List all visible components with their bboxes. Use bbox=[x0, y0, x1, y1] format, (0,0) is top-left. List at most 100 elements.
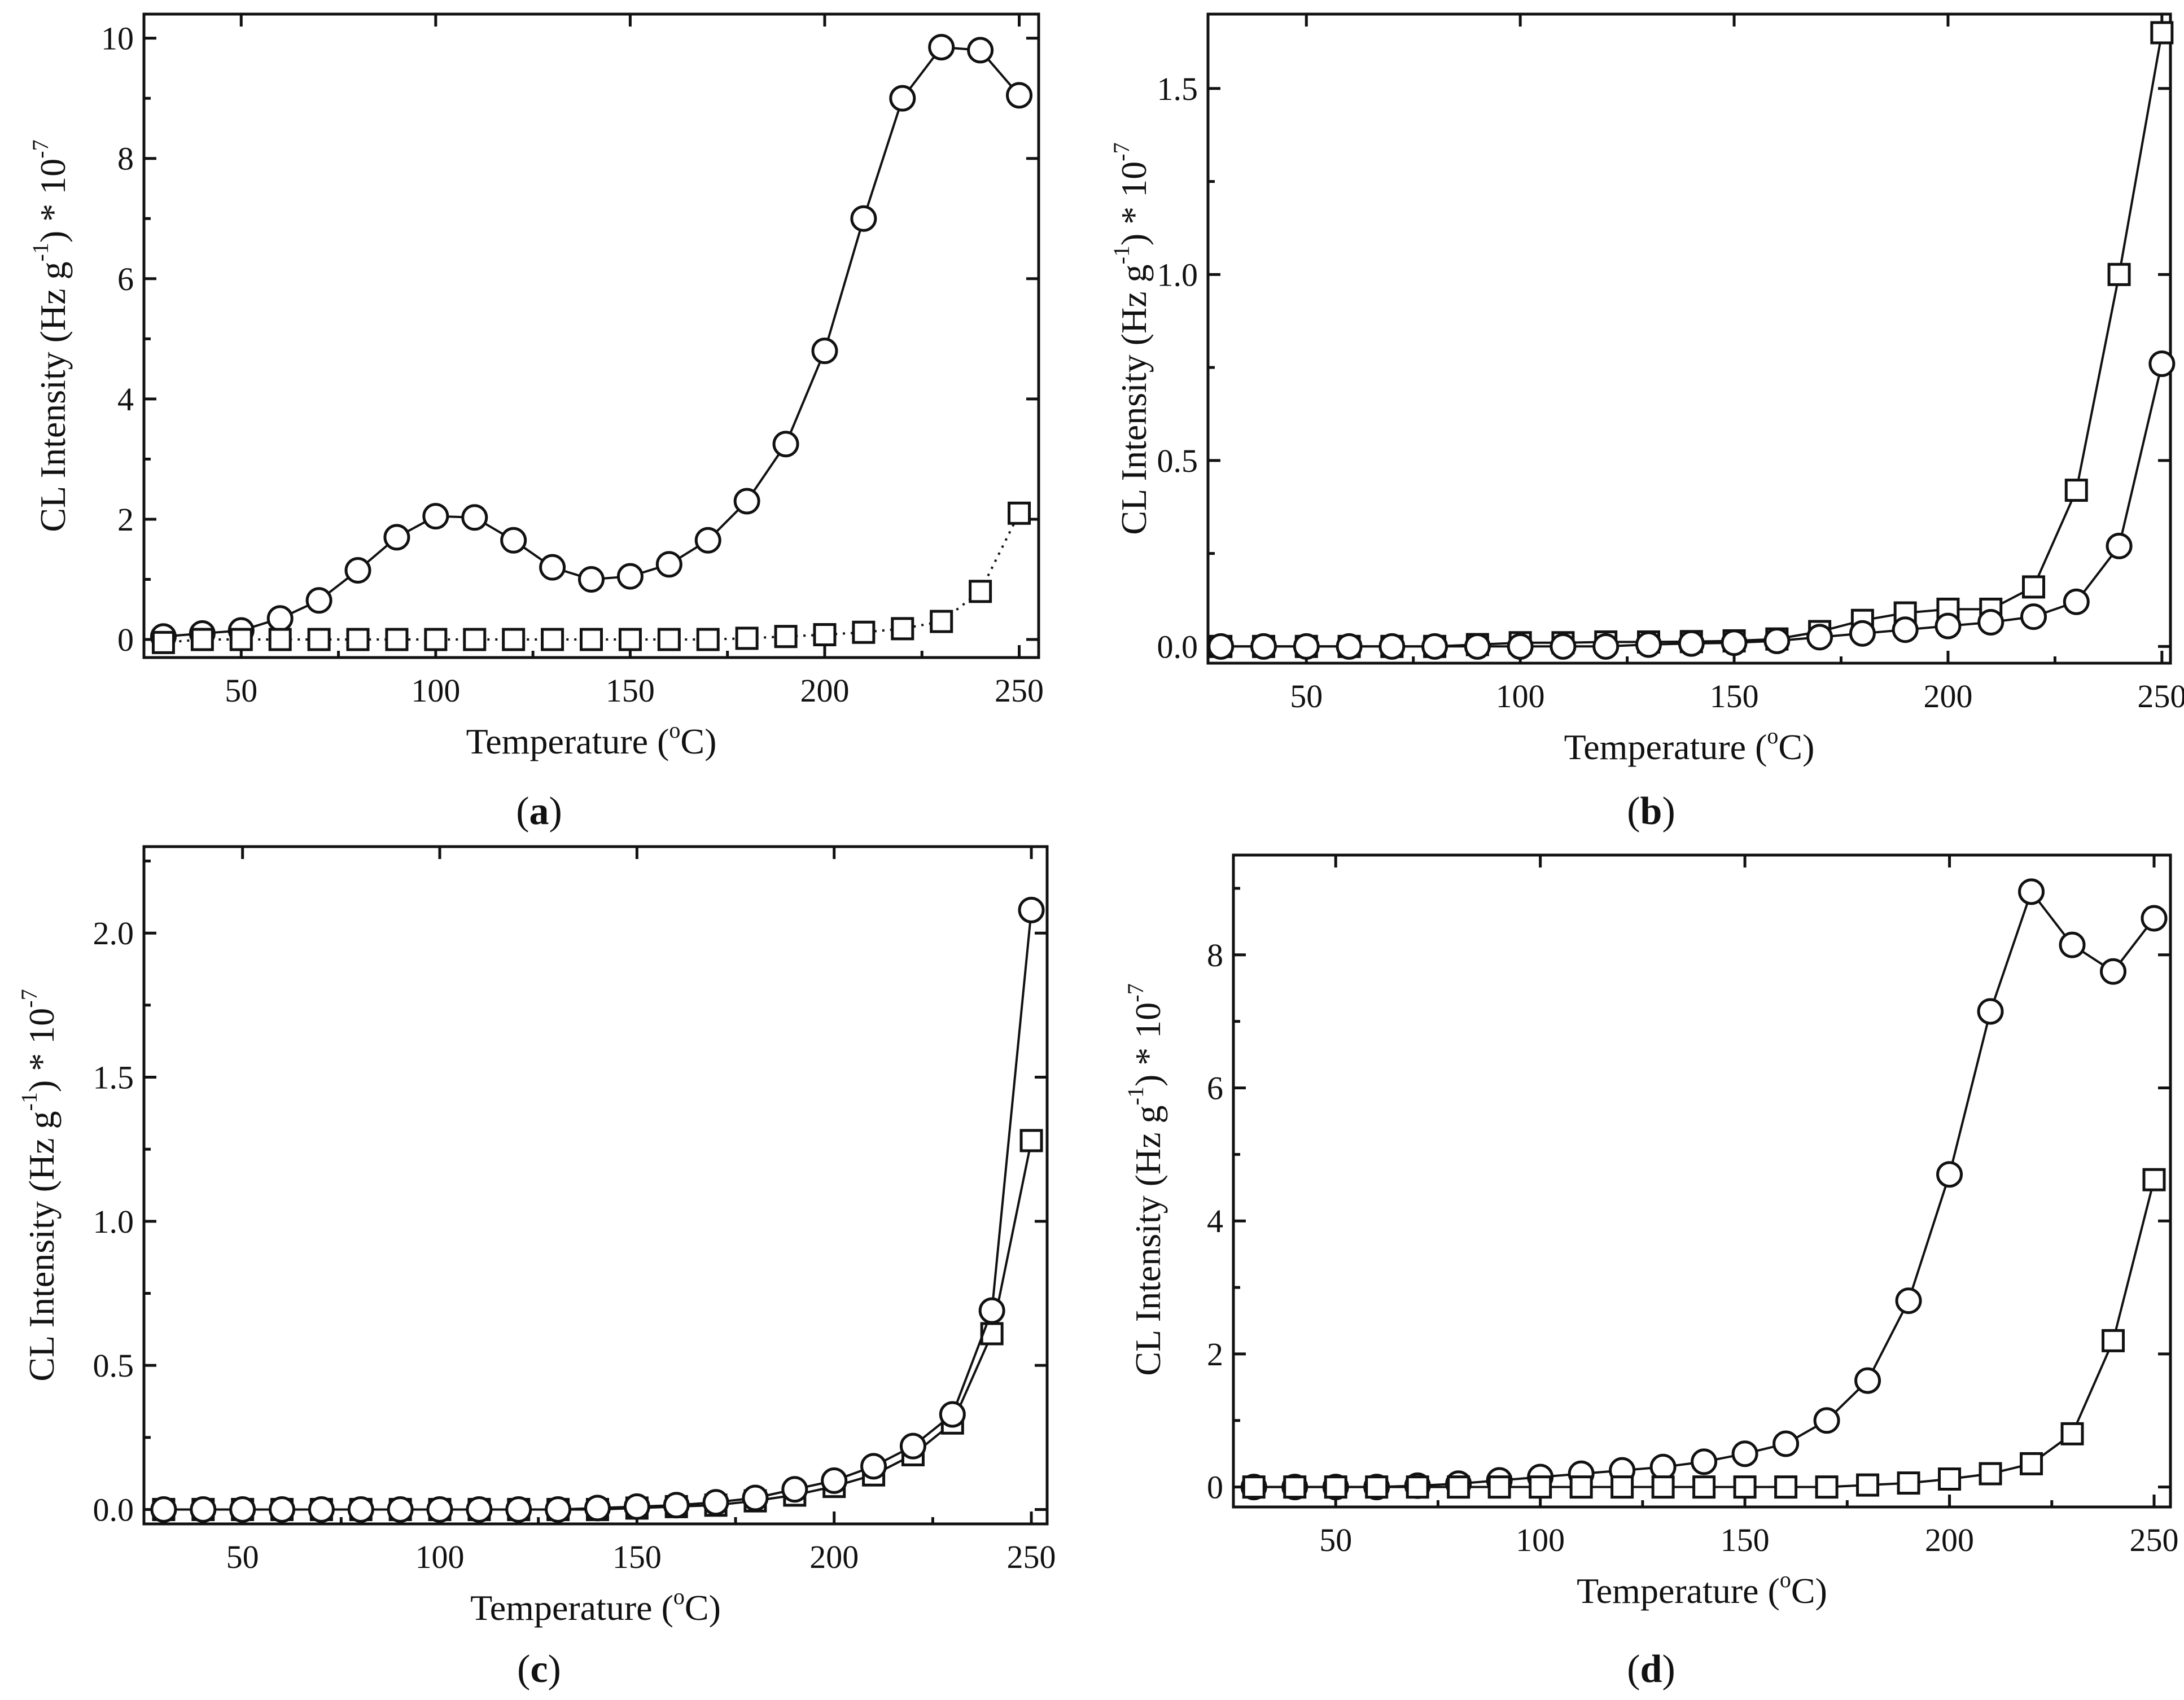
data-point-circle bbox=[229, 1496, 256, 1523]
x-axis-title-main: Temperature ( bbox=[470, 1588, 673, 1628]
x-tick-label: 100 bbox=[415, 1539, 465, 1575]
y-tick-label: 1.0 bbox=[93, 1203, 134, 1240]
x-tick-label: 200 bbox=[1925, 1522, 1974, 1558]
x-axis-title-sup: o bbox=[1780, 1567, 1791, 1592]
x-axis-title-tail: C) bbox=[1791, 1571, 1827, 1611]
data-point-circle bbox=[1592, 633, 1620, 660]
x-tick-label: 100 bbox=[1516, 1522, 1565, 1558]
data-point-circle bbox=[899, 1432, 926, 1460]
y-tick-label: 0 bbox=[1207, 1469, 1223, 1506]
plot-frame bbox=[1232, 853, 2172, 1509]
data-point-circle bbox=[426, 1496, 453, 1523]
plot-frame bbox=[142, 845, 1049, 1526]
data-point-circle bbox=[1772, 1430, 1800, 1457]
data-point-square bbox=[541, 628, 564, 651]
series-line-squares bbox=[1254, 1179, 2155, 1488]
data-point-circle bbox=[344, 557, 371, 584]
data-point-circle bbox=[2020, 603, 2047, 630]
series-line-squares bbox=[163, 1140, 1033, 1511]
data-point-square bbox=[1610, 1475, 1634, 1499]
data-point-square bbox=[385, 628, 409, 651]
data-point-circle bbox=[422, 503, 449, 530]
x-tick-label: 200 bbox=[1923, 678, 1972, 715]
data-point-circle bbox=[383, 524, 410, 551]
y-axis-title-sup2: -7 bbox=[1123, 983, 1148, 1002]
x-tick-label: 150 bbox=[606, 672, 655, 709]
data-point-circle bbox=[2059, 931, 2086, 958]
panel-label-c: (c) bbox=[517, 1648, 561, 1691]
data-point-square bbox=[580, 628, 603, 651]
chart-c: 50 100 150 200 250 0.0 0.5 1.0 1.5 2.0 Temperature… bbox=[16, 845, 1056, 1628]
data-point-square bbox=[1008, 501, 1031, 525]
data-point-square bbox=[1569, 1475, 1593, 1499]
chart-b: 50 100 150 200 250 0.0 0.5 1.0 1.5 Temperature (o… bbox=[1109, 12, 2184, 767]
y-axis-title-main: CL Intensity (Hz g bbox=[1128, 1105, 1168, 1375]
y-axis-title-main: CL Intensity (Hz g bbox=[33, 261, 73, 532]
data-point-circle bbox=[781, 1476, 808, 1503]
y-tick-label: 10 bbox=[101, 20, 134, 57]
data-point-square bbox=[657, 628, 681, 651]
data-point-square bbox=[1019, 1129, 1043, 1153]
data-point-circle bbox=[623, 1493, 650, 1520]
data-point-circle bbox=[308, 1496, 335, 1523]
plot-frame bbox=[142, 12, 1040, 659]
data-point-circle bbox=[1507, 633, 1534, 660]
x-axis-title: Temperature (oC) bbox=[470, 1584, 721, 1628]
data-point-circle bbox=[1977, 609, 2004, 636]
x-axis-title-tail: C) bbox=[1778, 727, 1814, 767]
y-axis-title: CL Intensity (Hz g-1) * 10-7 bbox=[16, 989, 62, 1381]
y-axis-title-sup2: -7 bbox=[1109, 142, 1134, 161]
y-tick-label: 1.5 bbox=[1157, 71, 1198, 107]
data-point-square bbox=[1283, 1475, 1307, 1499]
data-point-square bbox=[1938, 1467, 1962, 1491]
data-point-circle bbox=[978, 1297, 1005, 1324]
data-point-square bbox=[618, 628, 642, 651]
data-point-square bbox=[1529, 1475, 1552, 1499]
data-point-square bbox=[2060, 1422, 2084, 1445]
x-axis-title-sup: o bbox=[669, 717, 680, 743]
data-point-square bbox=[1774, 1475, 1798, 1499]
data-point-circle bbox=[939, 1401, 966, 1428]
x-tick-label: 50 bbox=[226, 1539, 259, 1575]
data-point-square bbox=[1897, 1471, 1920, 1495]
data-point-square bbox=[1979, 1462, 2002, 1486]
data-point-circle bbox=[1936, 1161, 1963, 1188]
data-point-circle bbox=[663, 1492, 690, 1519]
data-point-circle bbox=[545, 1496, 572, 1523]
data-point-circle bbox=[1691, 1448, 1718, 1475]
x-axis-title-tail: C) bbox=[680, 721, 716, 761]
x-tick-label: 100 bbox=[411, 672, 460, 709]
y-tick-label: 8 bbox=[117, 141, 134, 177]
x-axis-title-main: Temperature ( bbox=[1577, 1571, 1780, 1611]
panel-label-b: (b) bbox=[1627, 790, 1675, 833]
data-point-circle bbox=[1421, 633, 1448, 660]
x-tick-label: 250 bbox=[2130, 1522, 2179, 1558]
data-point-circle bbox=[1721, 629, 1748, 656]
data-point-circle bbox=[1006, 82, 1033, 109]
y-tick-label: 0.5 bbox=[93, 1347, 134, 1384]
data-point-circle bbox=[694, 527, 721, 554]
data-point-circle bbox=[1336, 633, 1363, 660]
x-tick-label: 250 bbox=[995, 672, 1044, 709]
x-tick-label: 50 bbox=[1290, 678, 1323, 715]
data-point-square bbox=[424, 628, 448, 651]
data-point-square bbox=[346, 628, 370, 651]
data-point-circle bbox=[772, 431, 799, 458]
y-tick-label: 8 bbox=[1207, 937, 1223, 974]
x-tick-label: 50 bbox=[1319, 1522, 1352, 1558]
y-axis-title: CL Intensity (Hz g-1) * 10-7 bbox=[28, 139, 73, 532]
data-point-square bbox=[2064, 479, 2088, 502]
x-tick-label: 250 bbox=[1007, 1539, 1056, 1575]
data-point-circle bbox=[1250, 633, 1277, 660]
panel-label-a: (a) bbox=[516, 790, 562, 833]
data-point-square bbox=[2102, 1329, 2125, 1352]
y-axis-title-mid: ) * 10 bbox=[33, 159, 73, 243]
data-point-square bbox=[190, 628, 214, 651]
y-axis-title: CL Intensity (Hz g-1) * 10-7 bbox=[1109, 142, 1154, 534]
series-line-circles bbox=[163, 910, 1033, 1511]
y-tick-label: 1.0 bbox=[1157, 256, 1198, 293]
data-point-circle bbox=[505, 1496, 532, 1523]
data-point-circle bbox=[584, 1495, 611, 1522]
data-point-circle bbox=[1678, 630, 1705, 657]
data-point-circle bbox=[150, 1496, 177, 1523]
